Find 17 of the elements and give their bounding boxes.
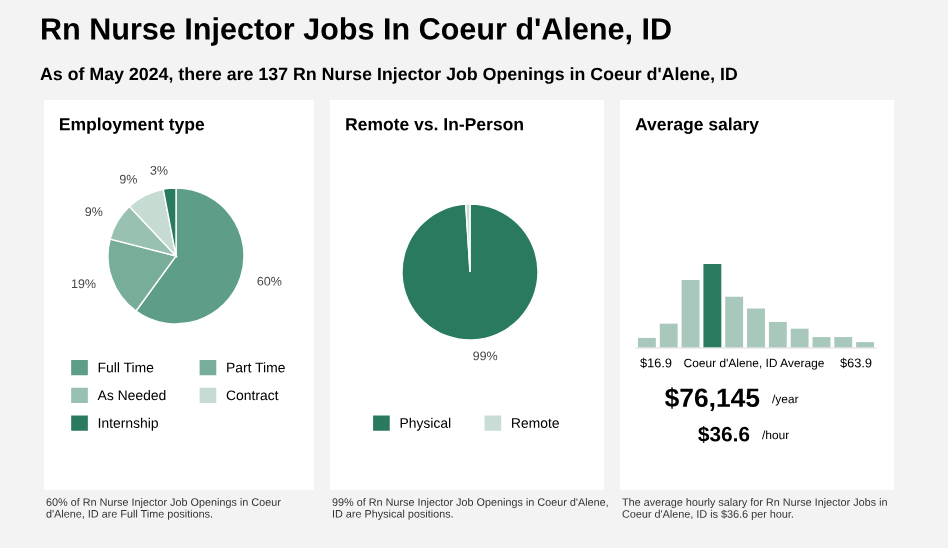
text: As of May 2024, there are 137 Rn Nurse Injector Job Openings in Coeur d'Alene, ID [40,67,737,84]
chart-title: Remote vs. In-Person [346,118,523,131]
bar [681,279,700,348]
text: $76,145 [664,387,760,411]
bar [790,328,809,348]
bar [725,296,744,348]
bar [747,308,765,348]
bar [703,264,722,348]
chart-title: Employment type [60,117,205,134]
bar [834,337,853,348]
text: $36.6 [698,425,750,443]
bar [637,337,656,348]
chart-title: Average salary [635,117,759,134]
bar [659,323,678,348]
bar [768,321,787,348]
pie-slice [401,203,539,341]
text: Rn Nurse Injector Jobs In Coeur d'Alene, ID [42,17,671,46]
